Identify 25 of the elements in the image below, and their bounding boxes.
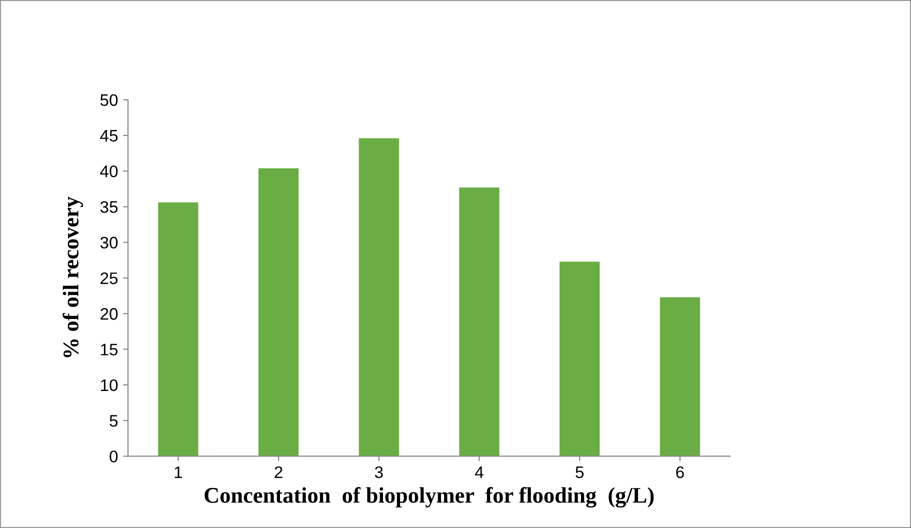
y-tick-label: 5 [110,415,118,427]
y-tick-label: 40 [100,165,118,178]
y-tick-label: 0 [110,450,118,462]
y-tick-label: 45 [100,130,118,142]
x-tick-label: 3 [374,466,383,478]
y-tick-label: 30 [100,236,118,249]
bar [358,138,399,456]
y-axis-title: % of oil recovery [62,196,84,358]
y-tick-label: 20 [100,308,118,320]
bar [560,262,600,456]
x-tick-label: 2 [274,466,282,478]
x-tick-label: 1 [174,466,182,478]
bar [660,297,700,456]
bar [258,168,299,456]
y-tick-label: 25 [100,272,118,284]
bar [158,202,198,456]
x-axis-title: Concentation of biopolymer for flooding (g/L) [204,487,654,508]
x-tick-label: 6 [676,466,684,478]
y-tick-label: 15 [101,344,118,356]
y-tick-label: 10 [101,379,118,392]
y-tick-label: 35 [100,201,118,213]
x-tick-label: 4 [475,466,484,478]
x-tick-label: 5 [576,466,584,478]
y-tick-label: 50 [100,94,118,106]
bar [459,187,500,456]
